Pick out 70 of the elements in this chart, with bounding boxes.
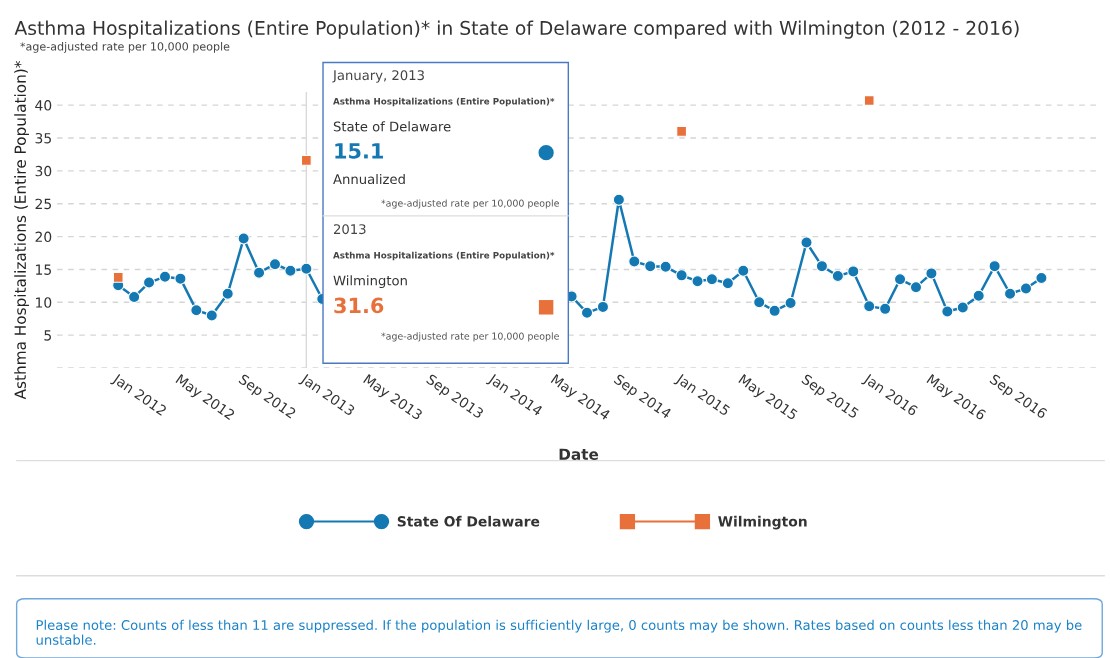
text: January, 2013 [332, 70, 424, 83]
y-tick-label: 30 [35, 165, 52, 177]
y-axis-title: Asthma Hospitalizations (Entire Population)* [14, 61, 29, 400]
point [956, 301, 969, 314]
annotation: Wilmington [333, 275, 407, 289]
chart-title: Asthma Hospitalizations (Entire Population)* in State of Delaware compared with Wilmington (2012 - 2016) [14, 20, 1019, 39]
annotation: Annualized [333, 173, 405, 185]
point [1035, 271, 1048, 285]
y-tick-label: 10 [36, 297, 52, 308]
y-tick-label: 15 [36, 264, 51, 275]
annotation: 31.6 [334, 297, 384, 314]
point [893, 273, 907, 286]
point [675, 269, 688, 282]
point [925, 267, 938, 280]
y-tick-label: 35 [35, 132, 51, 144]
point [284, 264, 297, 277]
annotation: *age-adjusted rate per 10,000 people [381, 332, 559, 342]
point [142, 276, 156, 289]
y-tick-label: 25 [35, 198, 51, 210]
point [879, 302, 892, 315]
point [1003, 287, 1017, 300]
point [659, 260, 672, 273]
point [300, 262, 313, 275]
point [174, 272, 187, 285]
point [628, 255, 641, 268]
point [237, 232, 250, 245]
point [268, 258, 282, 271]
point [753, 296, 766, 309]
point [676, 126, 688, 137]
chart-subtitle: *age-adjusted rate per 10,000 people [20, 42, 230, 53]
point [158, 270, 172, 283]
point [815, 260, 829, 273]
point [252, 266, 266, 279]
point [705, 273, 719, 286]
point [190, 304, 203, 317]
annotation: Asthma Hospitalizations (Entire Population)* [333, 251, 555, 261]
point [941, 305, 954, 318]
annotation: Asthma Hospitalizations (Entire Population)* [333, 97, 555, 107]
point [644, 260, 657, 273]
point [847, 265, 860, 278]
y-tick-label: 20 [35, 231, 52, 243]
x-axis-title: Date [559, 448, 599, 460]
point [800, 236, 813, 249]
legend-label: State Of Delaware [397, 515, 540, 527]
annotation: *age-adjusted rate per 10,000 people [381, 199, 559, 209]
point [972, 289, 985, 302]
point [988, 260, 1001, 273]
legend-label: Wilmington [718, 515, 807, 530]
point [580, 306, 594, 319]
point [596, 300, 610, 314]
point [1019, 282, 1033, 295]
point [784, 296, 797, 310]
point [612, 193, 625, 206]
point [721, 277, 734, 290]
point [221, 287, 234, 300]
y-tick-label: 5 [44, 330, 51, 341]
point [205, 309, 218, 322]
point [691, 275, 704, 288]
point [863, 300, 876, 313]
annotation: 15.1 [335, 143, 383, 159]
point [831, 269, 844, 283]
point [909, 281, 923, 294]
point [737, 264, 750, 277]
point [768, 304, 781, 317]
point [863, 95, 875, 106]
annotation: 2013 [333, 224, 366, 235]
point [128, 290, 141, 304]
text: Please note: Counts of less than 11 are suppressed. If the population is sufficiently large, 0 counts may be shown. Rates based on counts less than 20 may be unstable. [36, 619, 1082, 645]
y-tick-label: 40 [35, 100, 52, 111]
annotation: State of Delaware [333, 121, 451, 132]
